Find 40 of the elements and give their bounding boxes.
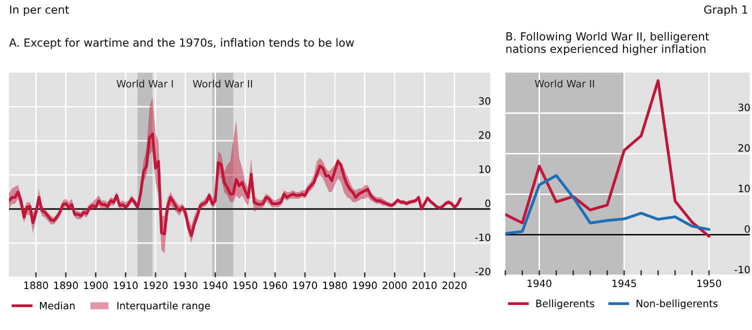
y-tick-label: 10 <box>479 165 490 173</box>
legend-label: Belligerents <box>536 299 594 310</box>
x-tick-label: 1940 <box>204 282 228 290</box>
legend-label: Non-belligerents <box>636 299 718 310</box>
x-tick-label: 1930 <box>174 282 198 290</box>
y-tick-label: -10 <box>475 234 490 242</box>
x-tick-label: 1990 <box>353 282 377 290</box>
y-tick-label: 20 <box>738 144 750 152</box>
y-tick-label: 0 <box>485 200 490 208</box>
x-tick-label: 2020 <box>442 282 466 290</box>
x-tick-label: 1900 <box>84 282 108 290</box>
x-tick-label: 1910 <box>114 282 138 290</box>
x-tick-label: 1980 <box>323 282 347 290</box>
y-tick-label: 0 <box>744 225 750 233</box>
x-tick-label: 1950 <box>234 282 258 290</box>
x-tick-label: 1920 <box>144 282 168 290</box>
text: In per cent <box>10 6 69 16</box>
chart-title: A. Except for wartime and the 1970s, inflation tends to be low <box>9 38 354 49</box>
y-tick-label: -10 <box>734 266 750 274</box>
x-tick-label: 1970 <box>293 282 318 290</box>
x-tick-label: 1950 <box>697 280 722 288</box>
x-tick-label: 2010 <box>412 282 437 290</box>
x-tick-label: 2000 <box>382 282 407 290</box>
y-tick-label: 10 <box>738 184 750 192</box>
text: Interquartile range <box>117 302 210 312</box>
y-tick-label: -20 <box>475 268 490 276</box>
band-label: World War I <box>116 80 173 88</box>
y-tick-label: 20 <box>479 131 490 139</box>
x-tick-label: 1960 <box>263 282 288 290</box>
band-label: World War II <box>192 80 252 88</box>
x-tick-label: 1940 <box>528 280 552 288</box>
chart-title: B. Following World War II, belligerent nations experienced higher inflation <box>506 32 710 56</box>
x-tick-label: 1890 <box>54 282 78 290</box>
x-tick-label: 1945 <box>612 280 636 288</box>
y-tick-label: 30 <box>738 104 750 112</box>
legend-label: Median <box>40 302 75 310</box>
caption: Graph 1 <box>704 5 748 16</box>
x-tick-label: 1880 <box>24 282 48 290</box>
band-label: World War II <box>534 80 594 88</box>
y-tick-label: 30 <box>479 97 490 105</box>
